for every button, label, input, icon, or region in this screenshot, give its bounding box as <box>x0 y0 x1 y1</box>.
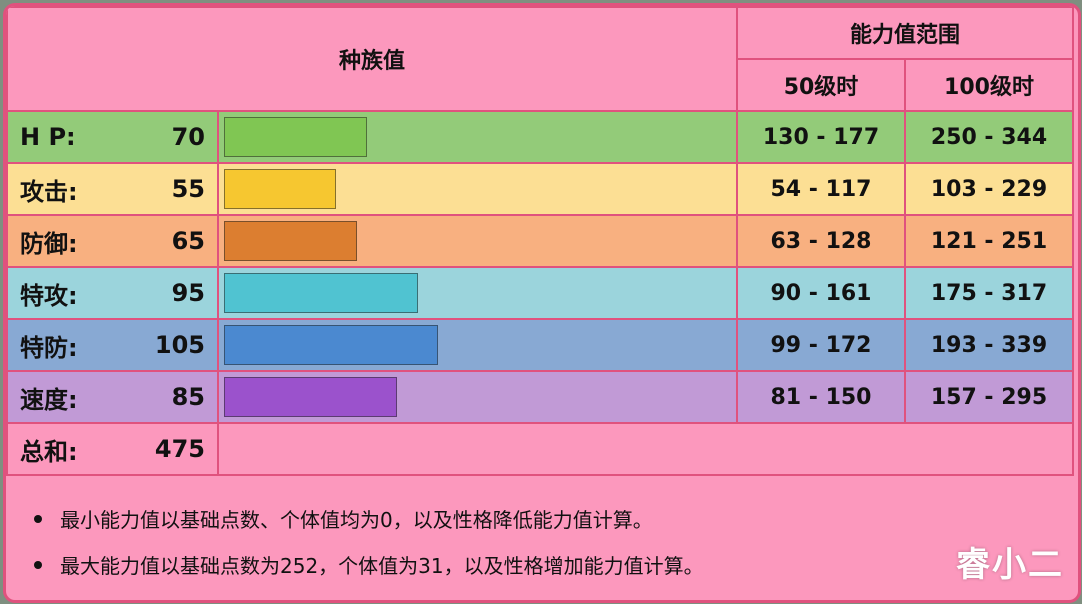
total-label: 总和: <box>20 437 78 466</box>
stats-panel: 种族值 能力值范围 50级时 100级时 H P: 70 130 - 177 250 … <box>3 3 1081 603</box>
stat-bar <box>224 117 367 157</box>
bullet-icon <box>34 560 42 569</box>
stat-row: 特攻: 95 90 - 161 175 - 317 <box>6 266 1074 320</box>
stat-label: 特攻: <box>20 281 78 310</box>
range-level-50: 90 - 161 <box>736 266 906 320</box>
range-level-50: 54 - 117 <box>736 162 906 216</box>
range-level-100: 157 - 295 <box>904 370 1074 424</box>
stat-label-cell: 攻击: 55 <box>6 162 219 216</box>
stat-bar-cell <box>217 266 738 320</box>
stat-bar-cell <box>217 370 738 424</box>
range-level-100: 175 - 317 <box>904 266 1074 320</box>
total-cell: 总和: 475 <box>6 422 219 476</box>
stat-label-cell: 速度: 85 <box>6 370 219 424</box>
range-level-50: 99 - 172 <box>736 318 906 372</box>
level-100-header: 100级时 <box>904 58 1074 112</box>
total-value: 475 <box>154 435 205 463</box>
range-level-100: 250 - 344 <box>904 110 1074 164</box>
stat-value: 65 <box>171 227 205 255</box>
stat-label: H P: <box>20 123 76 151</box>
stat-value: 85 <box>171 383 205 411</box>
note-max-text: 最大能力值以基础点数为252，个体值为31，以及性格增加能力值计算。 <box>60 554 704 578</box>
base-stats-table: 种族值 能力值范围 50级时 100级时 H P: 70 130 - 177 250 … <box>6 6 1074 476</box>
stat-bar <box>224 221 357 261</box>
stat-bar <box>224 325 438 365</box>
stat-bar <box>224 377 397 417</box>
stat-bar <box>224 273 418 313</box>
stat-bar-cell <box>217 214 738 268</box>
note-max: 最大能力值以基础点数为252，个体值为31，以及性格增加能力值计算。 <box>34 550 704 579</box>
range-level-50: 81 - 150 <box>736 370 906 424</box>
note-min-text: 最小能力值以基础点数、个体值均为0，以及性格降低能力值计算。 <box>60 508 653 532</box>
stat-label: 防御: <box>20 229 78 258</box>
range-level-100: 193 - 339 <box>904 318 1074 372</box>
stat-row: H P: 70 130 - 177 250 - 344 <box>6 110 1074 164</box>
stat-bar-cell <box>217 110 738 164</box>
stat-range-header: 能力值范围 <box>736 6 1074 60</box>
stat-bar <box>224 169 336 209</box>
stat-label: 攻击: <box>20 177 78 206</box>
stat-value: 95 <box>171 279 205 307</box>
total-row: 总和: 475 <box>6 422 1074 476</box>
stat-row: 特防: 105 99 - 172 193 - 339 <box>6 318 1074 372</box>
watermark: 睿小二 <box>956 545 1064 585</box>
stat-value: 105 <box>154 331 205 359</box>
range-level-50: 63 - 128 <box>736 214 906 268</box>
bullet-icon <box>34 514 42 523</box>
stat-label-cell: H P: 70 <box>6 110 219 164</box>
range-level-50: 130 - 177 <box>736 110 906 164</box>
stat-row: 攻击: 55 54 - 117 103 - 229 <box>6 162 1074 216</box>
stat-bar-cell <box>217 318 738 372</box>
range-level-100: 121 - 251 <box>904 214 1074 268</box>
base-stats-header: 种族值 <box>6 6 738 112</box>
stat-label-cell: 特攻: 95 <box>6 266 219 320</box>
stat-row: 速度: 85 81 - 150 157 - 295 <box>6 370 1074 424</box>
note-min: 最小能力值以基础点数、个体值均为0，以及性格降低能力值计算。 <box>34 504 653 533</box>
stat-label-cell: 防御: 65 <box>6 214 219 268</box>
stat-label-cell: 特防: 105 <box>6 318 219 372</box>
range-level-100: 103 - 229 <box>904 162 1074 216</box>
total-empty-cell <box>217 422 1074 476</box>
stat-value: 55 <box>171 175 205 203</box>
stat-value: 70 <box>171 123 205 151</box>
notes-section: 最小能力值以基础点数、个体值均为0，以及性格降低能力值计算。 最大能力值以基础点… <box>6 482 1078 600</box>
stat-row: 防御: 65 63 - 128 121 - 251 <box>6 214 1074 268</box>
stat-label: 特防: <box>20 333 78 362</box>
stat-label: 速度: <box>20 385 78 414</box>
stat-bar-cell <box>217 162 738 216</box>
level-50-header: 50级时 <box>736 58 906 112</box>
